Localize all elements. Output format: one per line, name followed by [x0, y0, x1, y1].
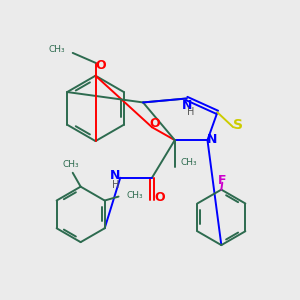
Text: N: N — [110, 169, 121, 182]
Text: S: S — [233, 118, 243, 132]
Text: O: O — [95, 59, 106, 72]
Text: CH₃: CH₃ — [48, 45, 65, 54]
Text: O: O — [150, 117, 160, 130]
Text: F: F — [218, 174, 226, 187]
Text: CH₃: CH₃ — [181, 158, 197, 167]
Text: H: H — [112, 180, 119, 190]
Text: CH₃: CH₃ — [62, 160, 79, 169]
Text: N: N — [207, 133, 218, 146]
Text: H: H — [187, 107, 194, 117]
Text: CH₃: CH₃ — [127, 191, 143, 200]
Text: N: N — [182, 99, 192, 112]
Text: O: O — [154, 191, 165, 204]
